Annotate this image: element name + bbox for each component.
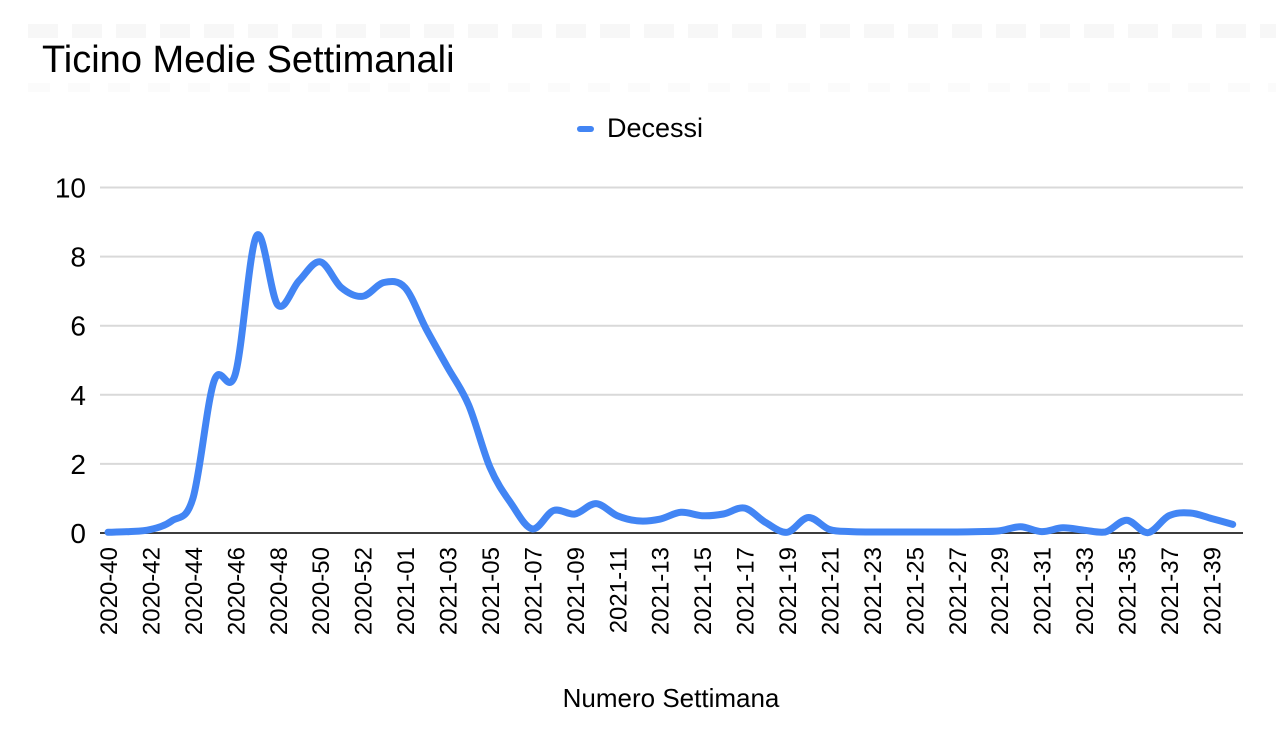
x-tick-label: 2021-11 <box>605 547 632 633</box>
x-tick-label: 2021-13 <box>648 547 675 635</box>
y-tick-label: 4 <box>70 380 86 411</box>
x-tick-label: 2020-44 <box>181 547 208 635</box>
x-tick-label: 2021-29 <box>987 547 1014 635</box>
x-tick-label: 2021-39 <box>1199 547 1226 635</box>
x-tick-label: 2020-46 <box>223 547 250 635</box>
legend-line-swatch-icon <box>576 125 594 132</box>
y-tick-label: 8 <box>70 242 86 273</box>
x-tick-label: 2021-01 <box>393 547 420 635</box>
x-tick-label: 2020-52 <box>351 547 378 635</box>
x-tick-label: 2021-27 <box>945 547 972 635</box>
x-tick-label: 2021-23 <box>860 547 887 635</box>
x-tick-label: 2021-17 <box>733 547 760 635</box>
x-tick-label: 2021-31 <box>1030 547 1057 635</box>
y-tick-label: 2 <box>70 449 86 480</box>
legend-series-label: Decessi <box>606 113 704 143</box>
x-tick-label: 2021-05 <box>478 547 505 635</box>
x-tick-label: 2021-25 <box>902 547 929 635</box>
y-tick-label: 10 <box>55 173 86 204</box>
x-axis-title: Numero Settimana <box>562 683 780 713</box>
legend: Decessi <box>576 113 704 144</box>
x-tick-label: 2021-35 <box>1115 547 1142 635</box>
x-tick-label: 2020-48 <box>266 547 293 635</box>
x-tick-label: 2021-37 <box>1157 547 1184 635</box>
series-line-decessi <box>104 231 1237 537</box>
x-tick-label: 2021-07 <box>520 547 547 635</box>
x-tick-label: 2021-33 <box>1072 547 1099 635</box>
y-tick-label: 0 <box>70 518 86 549</box>
x-tick-label: 2021-19 <box>775 547 802 635</box>
x-tick-label: 2020-42 <box>138 547 165 635</box>
x-tick-label: 2021-21 <box>817 547 844 635</box>
chart-title: Ticino Medie Settimanali <box>42 39 455 81</box>
x-tick-label: 2021-15 <box>690 547 717 635</box>
x-tick-label: 2021-03 <box>436 547 463 635</box>
y-tick-label: 6 <box>70 311 86 342</box>
x-tick-label: 2020-50 <box>308 547 335 635</box>
x-tick-label: 2020-40 <box>96 547 123 635</box>
x-tick-label: 2021-09 <box>563 547 590 635</box>
